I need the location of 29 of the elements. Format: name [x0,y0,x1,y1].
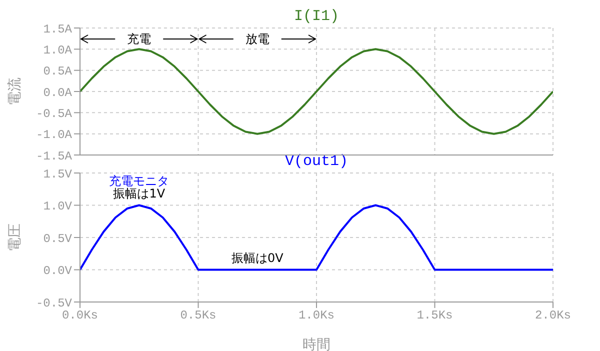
y-tick-label: 1.5V [43,167,73,182]
y-tick-label: 0.5A [43,64,73,79]
x-tick-label: 1.0Ks [298,308,335,323]
annotation: 振幅は1V [113,186,166,200]
y-tick-label: 0.0V [43,264,73,278]
line-series [80,48,553,135]
x-tick-label: 2.0Ks [534,308,572,323]
y-tick-label: -0.5V [36,296,73,310]
annotation: 充電モニタ [109,174,170,188]
annotation: 放電 [245,32,270,46]
y-tick-label: 0.0A [43,86,73,100]
line-series [80,204,553,271]
x-tick-label: 0.5Ks [180,308,216,323]
annotation: 充電 [127,32,152,46]
chart-title: V(out1) [284,153,349,170]
y-tick-label: 1.0V [43,200,73,214]
x-tick-label: 0.0Ks [62,308,98,323]
y-axis-title: 電圧 [6,224,23,252]
y-tick-label: 1.5A [43,22,73,36]
annotation: 振幅は0V [231,250,284,265]
y-tick-label: -0.5A [36,106,73,121]
y-axis-title: 電流 [6,78,23,106]
x-axis-title: 時間 [302,337,330,351]
x-tick-label: 1.5Ks [416,308,453,323]
y-tick-label: 1.0A [43,43,73,58]
chart-title: I(I1) [292,8,340,25]
y-tick-label: -1.5A [36,149,73,164]
y-tick-label: -1.0A [36,128,73,142]
y-tick-label: 0.5V [43,232,73,246]
